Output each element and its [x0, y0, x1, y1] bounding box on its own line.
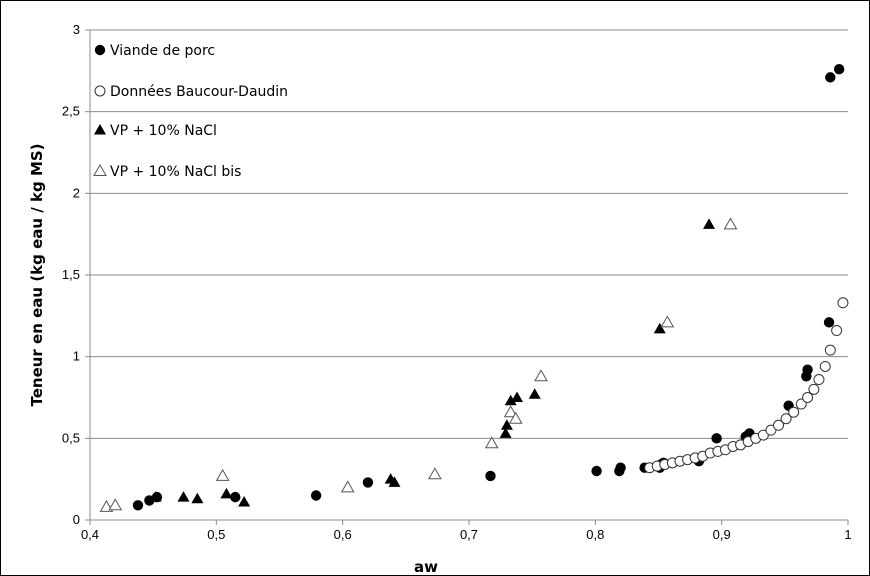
- data-point-series-2: [808, 383, 820, 395]
- data-point-series-4: [215, 468, 230, 481]
- legend-label-2: Données Baucour-Daudin: [110, 84, 288, 100]
- data-point-series-2: [773, 419, 785, 431]
- data-point-series-1: [362, 477, 374, 488]
- data-point-series-2: [837, 297, 849, 309]
- data-point-series-4: [340, 480, 355, 493]
- y-tick-label: 3: [73, 22, 80, 37]
- x-tick-label: 0,7: [460, 527, 478, 542]
- data-point-series-1: [802, 364, 813, 375]
- data-point-series-4: [428, 467, 442, 480]
- x-tick-label: 1: [844, 527, 851, 542]
- data-point-series-2: [802, 392, 814, 403]
- data-point-series-2: [831, 325, 843, 337]
- data-point-series-1: [833, 63, 845, 75]
- data-point-series-3: [191, 492, 204, 504]
- data-point-series-2: [780, 413, 792, 425]
- data-point-series-2: [795, 398, 807, 410]
- data-point-series-3: [504, 394, 517, 406]
- data-points: [99, 63, 849, 512]
- legend-label-3: VP + 10% NaCl: [110, 123, 217, 139]
- y-tick-label: 0: [73, 512, 80, 527]
- data-point-series-2: [757, 429, 769, 441]
- data-point-series-4: [503, 405, 518, 418]
- data-point-series-4: [108, 498, 123, 511]
- y-tick-label: 1,5: [62, 267, 80, 282]
- y-axis-label: Teneur en eau (kg eau / kg MS): [28, 143, 46, 406]
- y-tick-label: 2: [73, 185, 80, 200]
- data-point-series-1: [825, 72, 836, 83]
- data-point-series-1: [711, 433, 722, 444]
- data-point-series-1: [591, 465, 602, 477]
- data-point-series-4: [508, 411, 523, 424]
- data-point-series-4: [534, 369, 548, 382]
- legend-marker-2: [94, 85, 106, 97]
- y-tick-label: 1: [73, 349, 80, 364]
- data-point-series-3: [238, 496, 251, 507]
- data-point-series-1: [615, 462, 626, 473]
- x-tick-label: 0,9: [713, 527, 731, 542]
- legend-marker-4: [93, 163, 107, 176]
- data-point-series-3: [177, 491, 190, 502]
- data-point-series-2: [819, 360, 831, 372]
- x-tick-label: 0,5: [207, 527, 225, 542]
- data-point-series-3: [149, 491, 162, 502]
- x-axis-label: aw: [414, 558, 438, 576]
- data-point-series-3: [703, 218, 716, 229]
- data-point-series-1: [823, 317, 835, 328]
- legend-marker-1: [94, 44, 106, 56]
- x-tick-labels: 0,4 0,5 0,6 0,7 0,8 0,9 1: [81, 527, 852, 542]
- data-point-series-2: [788, 406, 800, 418]
- data-point-series-4: [660, 315, 675, 328]
- data-point-series-3: [528, 388, 541, 399]
- legend-label-4: VP + 10% NaCl bis: [110, 164, 241, 180]
- data-point-series-3: [500, 419, 513, 430]
- data-point-series-1: [310, 490, 322, 501]
- data-point-series-1: [132, 500, 144, 511]
- legend-marker-3: [94, 124, 106, 135]
- y-tick-label: 0,5: [62, 430, 80, 445]
- data-point-series-4: [723, 217, 738, 230]
- data-point-series-3: [220, 487, 233, 499]
- x-tick-label: 0,8: [586, 527, 604, 542]
- x-tick-label: 0,4: [81, 527, 99, 542]
- y-tick-label: 2,5: [62, 104, 80, 119]
- legend: Viande de porc Données Baucour-Daudin VP +…: [93, 43, 288, 180]
- data-point-series-1: [485, 470, 496, 482]
- data-point-series-2: [813, 374, 825, 386]
- data-point-series-3: [388, 476, 401, 487]
- y-tick-labels: 0 0,5 1 1,5 2 2,5 3: [62, 22, 80, 527]
- data-point-series-4: [484, 436, 499, 449]
- data-point-series-3: [499, 427, 512, 438]
- legend-label-1: Viande de porc: [110, 43, 215, 59]
- data-point-series-2: [824, 344, 836, 356]
- data-point-series-3: [511, 391, 524, 402]
- data-point-series-3: [653, 322, 666, 334]
- data-point-series-2: [765, 424, 777, 436]
- data-point-series-1: [230, 491, 241, 503]
- x-tick-label: 0,6: [334, 527, 352, 542]
- axes: [85, 29, 849, 525]
